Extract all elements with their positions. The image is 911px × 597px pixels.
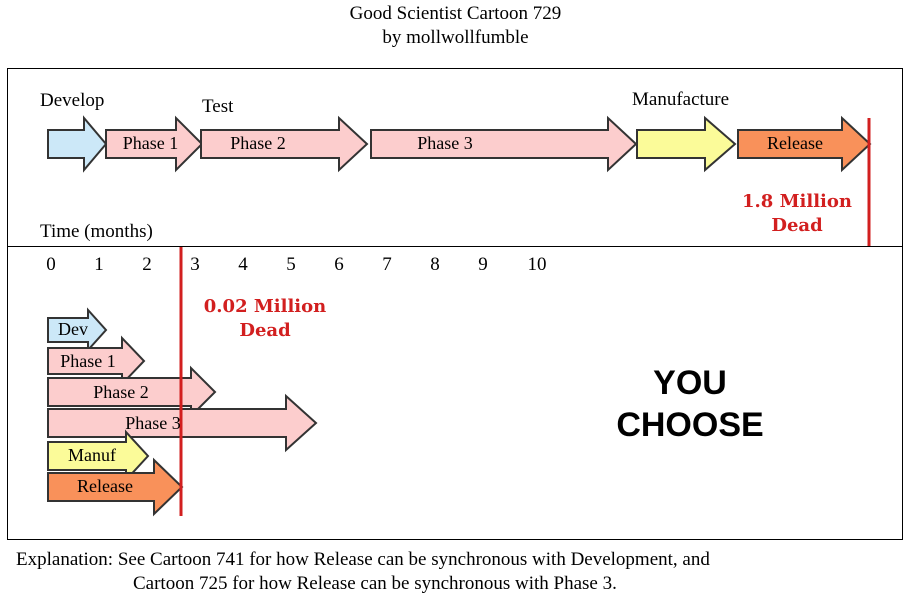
tick-10: 10 (527, 254, 547, 275)
label-manufacture: Manufacture (632, 89, 730, 110)
top-arrow-label-phase2: Phase 2 (230, 133, 286, 153)
label-test: Test (202, 96, 234, 117)
bottom-arrow-label-phase3: Phase 3 (125, 413, 181, 433)
top-arrow-label-release: Release (767, 133, 823, 153)
bottom-arrow-label-manuf: Manuf (68, 445, 116, 465)
tick-1: 1 (94, 254, 104, 275)
bottom-arrow-label-release: Release (77, 476, 133, 496)
top-arrow-phase1 (105, 115, 204, 173)
cartoon-title: Good Scientist Cartoon 729 (349, 3, 562, 24)
top-arrow-label-phase3: Phase 3 (417, 133, 473, 153)
tick-3: 3 (190, 254, 200, 275)
tick-5: 5 (286, 254, 296, 275)
top-dead-line2: Dead (771, 215, 823, 236)
top-arrow-release (737, 115, 872, 173)
you-choose-line1: YOU (653, 364, 727, 402)
top-dead-count: 1.8 Million Dead (732, 190, 862, 238)
top-arrow-manufacture (636, 115, 737, 173)
tick-2: 2 (142, 254, 152, 275)
bottom-dead-line1: 0.02 Million (203, 296, 327, 317)
top-dead-line1: 1.8 Million (742, 191, 852, 212)
tick-0: 0 (46, 254, 56, 275)
explanation-line1: Explanation: See Cartoon 741 for how Rel… (16, 549, 710, 570)
you-choose-text: YOU CHOOSE (590, 362, 790, 446)
tick-8: 8 (430, 254, 440, 275)
top-arrow-phase2 (200, 115, 369, 173)
bottom-arrow-phase1 (47, 335, 146, 387)
bottom-arrow-phase2 (47, 365, 217, 419)
tick-4: 4 (238, 254, 248, 275)
top-arrow-develop (47, 115, 108, 173)
top-arrow-phase3 (370, 115, 638, 173)
bottom-arrow-release (47, 457, 184, 517)
bottom-arrow-manufacture (47, 429, 150, 483)
tick-9: 9 (478, 254, 488, 275)
bottom-dead-count: 0.02 Million Dead (190, 295, 340, 343)
bottom-dead-line2: Dead (239, 320, 291, 341)
tick-6: 6 (334, 254, 344, 275)
you-choose-line2: CHOOSE (616, 406, 764, 444)
bottom-arrow-label-phase2: Phase 2 (93, 382, 149, 402)
label-develop: Develop (40, 90, 105, 111)
bottom-arrow-label-phase1: Phase 1 (60, 351, 116, 371)
top-arrow-label-phase1: Phase 1 (122, 133, 179, 153)
section-divider (7, 246, 903, 247)
cartoon-author: by mollwollfumble (382, 27, 529, 48)
bottom-arrow-label-dev: Dev (58, 319, 88, 339)
tick-7: 7 (382, 254, 392, 275)
label-time-months: Time (months) (40, 221, 153, 242)
explanation-line2: Cartoon 725 for how Release can be synch… (133, 573, 617, 594)
bottom-arrow-dev (47, 307, 108, 353)
diagram-frame (7, 68, 903, 540)
